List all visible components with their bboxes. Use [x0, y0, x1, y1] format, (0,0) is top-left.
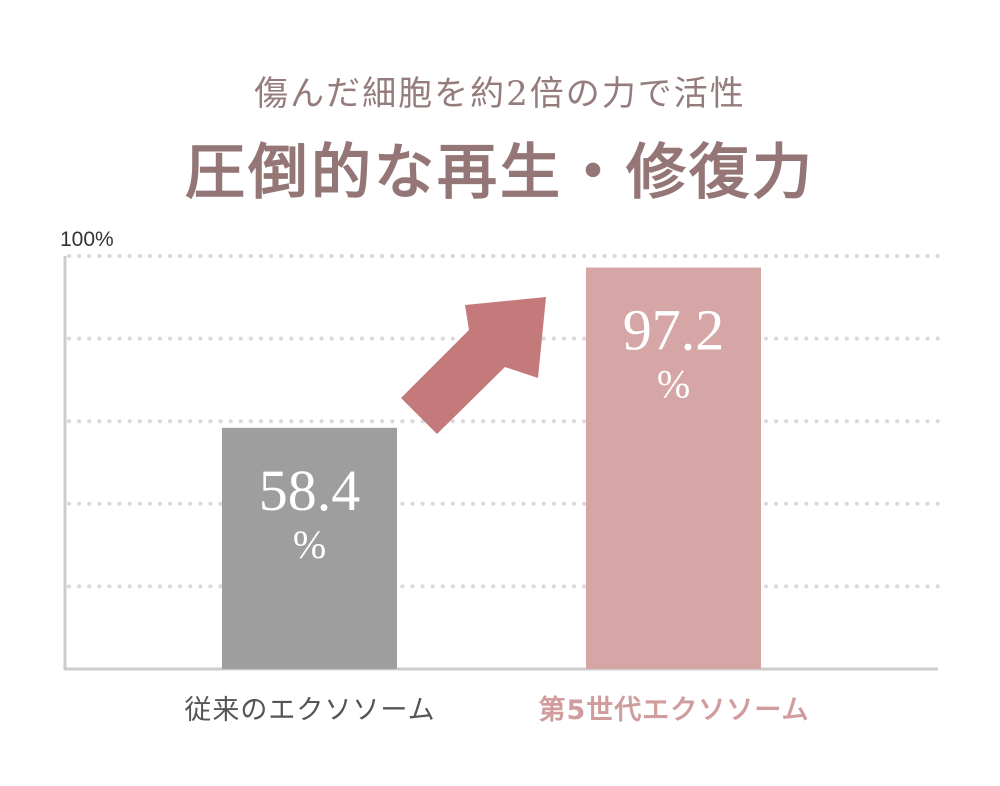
- increase-arrow-icon: [401, 297, 546, 434]
- bar-unit-label: %: [293, 522, 326, 567]
- chart-title: 圧倒的な再生・修復力: [185, 138, 815, 208]
- bar: [586, 267, 761, 669]
- bar-value-label: 58.4: [259, 458, 361, 523]
- bar-value-label: 97.2: [623, 298, 725, 363]
- category-label-conventional: 従来のエクソソーム: [184, 695, 436, 726]
- y-axis-max-label: 100%: [60, 228, 114, 251]
- category-label-5th-gen: 第5世代エクソソーム: [538, 695, 810, 726]
- chart-subtitle: 傷んだ細胞を約2倍の力で活性: [254, 74, 746, 114]
- bars: 58.4%97.2%: [222, 267, 761, 669]
- bar-unit-label: %: [657, 362, 690, 407]
- bar: [222, 427, 397, 669]
